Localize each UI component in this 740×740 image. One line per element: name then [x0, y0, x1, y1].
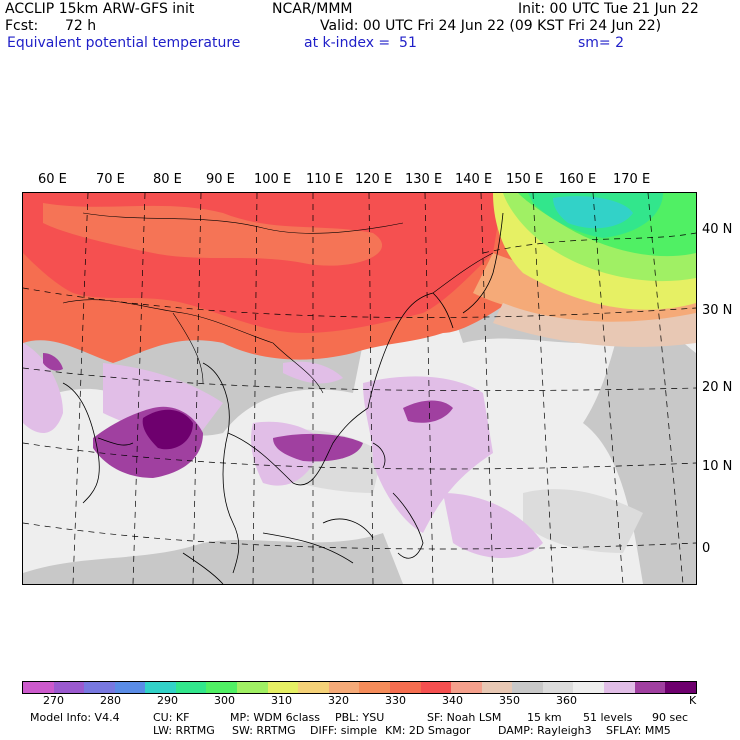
model-info-item: Model Info: V4.4	[30, 711, 120, 724]
colorbar-tick-label: 340	[442, 694, 463, 707]
longitude-label: 100 E	[254, 172, 292, 187]
colorbar-tick-label: 320	[328, 694, 349, 707]
model-info-item: KM: 2D Smagor	[385, 724, 471, 737]
colorbar-swatch	[267, 682, 299, 693]
model-info-item: LW: RRTMG	[153, 724, 215, 737]
forecast-label: Fcst:	[5, 18, 39, 34]
colorbar-swatch	[206, 682, 238, 693]
colorbar-swatch	[359, 682, 390, 693]
theta-e-map	[23, 193, 696, 584]
colorbar-swatch	[389, 682, 421, 693]
model-info-item: 51 levels	[583, 711, 633, 724]
smoothing-info: sm= 2	[578, 35, 625, 51]
center-name: NCAR/MMM	[272, 1, 353, 17]
model-info-item: DAMP: Rayleigh3	[498, 724, 592, 737]
colorbar-swatch	[512, 682, 543, 693]
model-info-item: SFLAY: MM5	[606, 724, 671, 737]
colorbar-swatch	[451, 682, 482, 693]
colorbar-swatch	[84, 682, 115, 693]
latitude-label: 10 N	[702, 459, 733, 474]
model-title: ACCLIP 15km ARW-GFS init	[5, 1, 195, 17]
colorbar-swatch	[328, 682, 360, 693]
longitude-label: 70 E	[96, 172, 125, 187]
borders	[62, 212, 494, 394]
colorbar-tick-label: 300	[214, 694, 235, 707]
colorbar-tick-label: 360	[556, 694, 577, 707]
colorbar-swatch	[175, 682, 207, 693]
colorbar-swatch	[603, 682, 635, 693]
longitude-label: 80 E	[153, 172, 182, 187]
model-info-item: DIFF: simple	[310, 724, 378, 737]
colorbar-swatch	[298, 682, 329, 693]
colorbar-swatch	[481, 682, 513, 693]
colorbar-tick-label: 290	[157, 694, 178, 707]
longitude-label: 60 E	[38, 172, 67, 187]
model-info-item: SF: Noah LSM	[427, 711, 502, 724]
colorbar-tick-label: 350	[499, 694, 520, 707]
colorbar-tick-label: 330	[385, 694, 406, 707]
colorbar-unit: K	[689, 694, 697, 707]
model-info-item: 90 sec	[652, 711, 689, 724]
longitude-label: 130 E	[405, 172, 443, 187]
latitude-label: 20 N	[702, 380, 733, 395]
colorbar-swatch	[237, 682, 268, 693]
colorbar-tick-label: 280	[100, 694, 121, 707]
colorbar	[22, 681, 697, 694]
latitude-label: 30 N	[702, 303, 733, 318]
colorbar-tick-label: 270	[43, 694, 64, 707]
longitude-label: 140 E	[455, 172, 493, 187]
longitude-label: 170 E	[613, 172, 651, 187]
longitude-label: 160 E	[559, 172, 597, 187]
colorbar-swatch	[665, 682, 696, 693]
longitude-label: 120 E	[355, 172, 393, 187]
longitude-label: 90 E	[206, 172, 235, 187]
colorbar-swatch	[23, 682, 54, 693]
model-info-item: PBL: YSU	[335, 711, 385, 724]
colorbar-swatch	[420, 682, 452, 693]
field-name: Equivalent potential temperature	[7, 35, 241, 51]
latitude-label: 0	[702, 541, 711, 556]
colorbar-swatch	[114, 682, 146, 693]
init-time: Init: 00 UTC Tue 21 Jun 22	[518, 1, 699, 17]
model-info-item: SW: RRTMG	[232, 724, 296, 737]
colorbar-swatch	[53, 682, 85, 693]
longitude-label: 110 E	[306, 172, 344, 187]
level-info: at k-index = 51	[304, 35, 417, 51]
colorbar-swatch	[145, 682, 176, 693]
purple-core	[43, 353, 453, 478]
colorbar-swatch	[542, 682, 574, 693]
colorbar-tick-label: 310	[271, 694, 292, 707]
valid-time: Valid: 00 UTC Fri 24 Jun 22 (09 KST Fri …	[320, 18, 662, 34]
colorbar-swatch	[634, 682, 666, 693]
graticule	[23, 193, 696, 584]
colorbar-swatch	[573, 682, 604, 693]
latitude-label: 40 N	[702, 222, 733, 237]
forecast-hours: 72 h	[65, 18, 97, 34]
coastlines	[62, 212, 504, 584]
model-info-item: MP: WDM 6class	[230, 711, 320, 724]
longitude-label: 150 E	[506, 172, 544, 187]
model-info-item: 15 km	[527, 711, 562, 724]
map-panel	[22, 192, 697, 585]
model-info-item: CU: KF	[153, 711, 190, 724]
